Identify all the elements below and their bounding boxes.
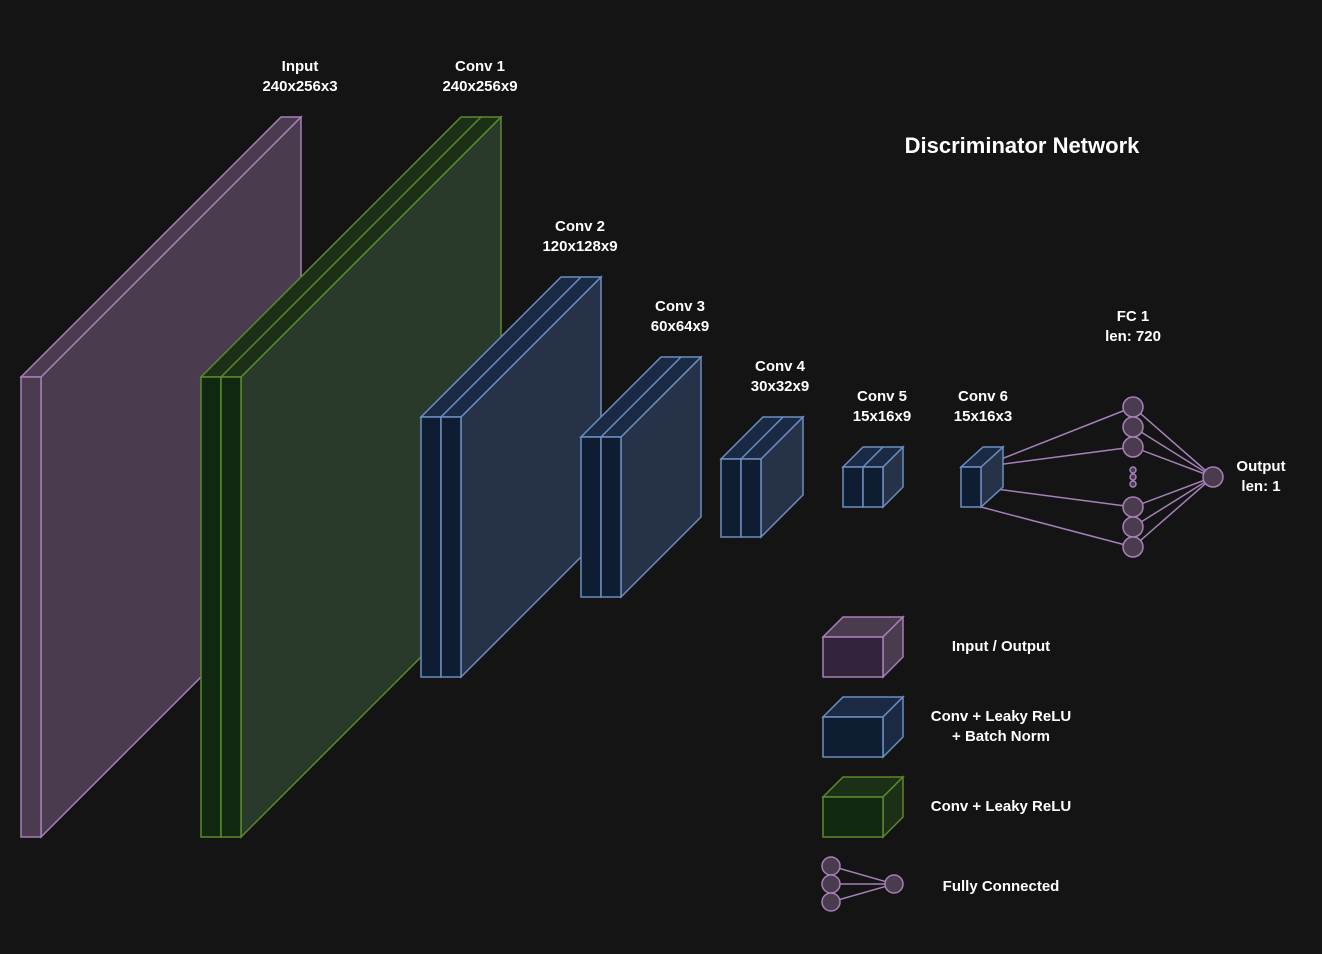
legend-conv-bn-line1: Conv + Leaky ReLU (930, 708, 1072, 725)
fc1-dims: len: 720 (1105, 328, 1161, 345)
diagram-title: Discriminator Network (904, 133, 1140, 158)
conv2-label: Conv 2 120x128x9 (542, 217, 617, 257)
legend-conv-text: Conv + Leaky ReLU (930, 798, 1072, 815)
legend-io-text: Input / Output (951, 638, 1051, 655)
output-label: Output len: 1 (1236, 457, 1285, 497)
legend-fc-swatch (821, 856, 904, 912)
legend-conv-label: Conv + Leaky ReLU (931, 797, 1071, 817)
conv5-name: Conv 5 (856, 388, 907, 405)
conv6-layer-block (959, 445, 1005, 509)
legend-fc-text: Fully Connected (942, 878, 1060, 895)
conv3-label: Conv 3 60x64x9 (651, 297, 709, 337)
fc1-neurons (1122, 396, 1144, 558)
conv3-layer-block (579, 355, 703, 599)
conv6-label: Conv 6 15x16x3 (954, 387, 1012, 427)
legend-conv-bn-swatch (821, 695, 905, 759)
conv5-label: Conv 5 15x16x9 (853, 387, 911, 427)
output-dims: len: 1 (1241, 478, 1281, 495)
conv4-name: Conv 4 (754, 358, 805, 375)
input-layer-block (19, 115, 303, 839)
legend-fc-label: Fully Connected (943, 877, 1060, 897)
conv1-dims: 240x256x9 (442, 78, 518, 95)
conv1-layer-block (199, 115, 503, 839)
input-label: Input 240x256x3 (262, 57, 337, 97)
legend-io-label: Input / Output (952, 637, 1050, 657)
conv5-dims: 15x16x9 (852, 408, 912, 425)
conv2-layer-block (419, 275, 603, 679)
conv2-name: Conv 2 (554, 218, 605, 235)
fc-connections (980, 406, 1214, 548)
conv6-dims: 15x16x3 (953, 408, 1013, 425)
conv4-layer-block (719, 415, 805, 539)
conv1-label: Conv 1 240x256x9 (442, 57, 517, 97)
output-neuron (1202, 466, 1224, 488)
conv3-name: Conv 3 (654, 298, 705, 315)
legend-conv-bn-label: Conv + Leaky ReLU + Batch Norm (931, 707, 1071, 747)
legend-conv-bn-line2: + Batch Norm (952, 728, 1050, 745)
conv2-dims: 120x128x9 (542, 238, 618, 255)
fc1-label: FC 1 len: 720 (1105, 307, 1161, 347)
conv6-name: Conv 6 (957, 388, 1008, 405)
conv4-label: Conv 4 30x32x9 (751, 357, 809, 397)
conv5-layer-block (841, 445, 905, 509)
conv4-dims: 30x32x9 (750, 378, 810, 395)
input-dims: 240x256x3 (262, 78, 338, 95)
output-name: Output (1236, 458, 1286, 475)
legend-conv-swatch (821, 775, 905, 839)
conv3-dims: 60x64x9 (650, 318, 710, 335)
legend-io-swatch (821, 615, 905, 679)
input-name: Input (281, 58, 319, 75)
conv1-name: Conv 1 (454, 58, 505, 75)
fc1-name: FC 1 (1116, 308, 1150, 325)
